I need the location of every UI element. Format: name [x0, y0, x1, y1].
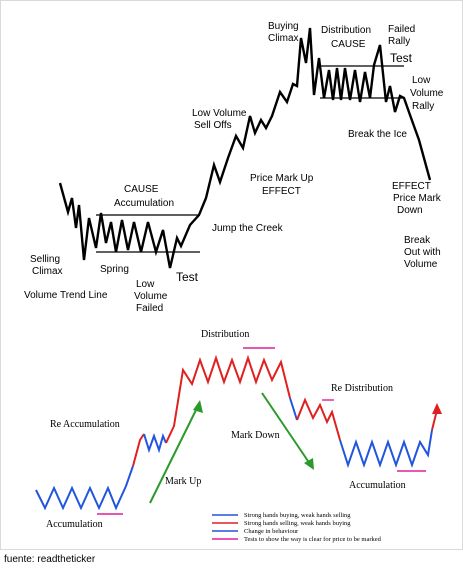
accumulation-blue-segment [36, 466, 133, 508]
test-bottom-label: Test [176, 270, 199, 284]
low-volume-failed-label: Low Volume Failed [134, 279, 170, 314]
mark-up-label: Mark Up [165, 476, 201, 487]
volume-trend-line-label: Volume Trend Line [24, 290, 108, 301]
breakout-arrowhead [432, 403, 442, 414]
re-distribution-label: Re Distribution [331, 383, 393, 394]
source-caption: fuente: readtheticker [4, 554, 95, 565]
markdown-blue-segment [290, 398, 297, 420]
low-volume-sell-offs-label: Low Volume Sell Offs [192, 108, 249, 131]
spring-label: Spring [100, 264, 129, 275]
reaccumulation-low-blue-segment [340, 430, 432, 465]
break-the-ice-label: Break the Ice [348, 129, 407, 140]
failed-rally-label: Failed Rally [388, 24, 418, 47]
legend: Strong hands buying, weak hands selling … [212, 512, 382, 543]
markup-red-segment [133, 434, 144, 466]
wyckoff-diagram: Buying Climax Distribution CAUSE Failed … [0, 0, 463, 550]
buying-climax-label: Buying Climax [268, 21, 301, 44]
legend-item-change-behaviour: Change in behaviour [244, 528, 299, 535]
break-out-label: Break Out with Volume [404, 235, 443, 270]
reaccumulation-blue-segment [144, 434, 166, 450]
distribution-bottom-label: Distribution [201, 329, 249, 340]
jump-the-creek-label: Jump the Creek [212, 223, 284, 234]
price-mark-up-label: Price Mark Up EFFECT [250, 173, 316, 197]
low-volume-rally-label: Low Volume Rally [410, 75, 446, 112]
legend-item-strong-buying: Strong hands buying, weak hands selling [244, 512, 351, 519]
redistribution-red-segment [297, 400, 340, 440]
test-top-label: Test [390, 51, 413, 65]
accumulation-left-label: Accumulation [46, 519, 103, 530]
effect-mark-down-label: EFFECT Price Mark Down [392, 181, 444, 216]
mark-down-label: Mark Down [231, 430, 280, 441]
legend-item-tests: Tests to show the way is clear for price… [244, 536, 382, 543]
selling-climax-label: Selling Climax [30, 254, 63, 277]
distribution-label: Distribution CAUSE [321, 25, 374, 50]
accumulation-right-label: Accumulation [349, 480, 406, 491]
legend-item-strong-selling: Strong hands selling, weak hands buying [244, 520, 351, 527]
re-accumulation-label: Re Accumulation [50, 419, 120, 430]
cause-accumulation-label: CAUSE Accumulation [114, 184, 174, 209]
